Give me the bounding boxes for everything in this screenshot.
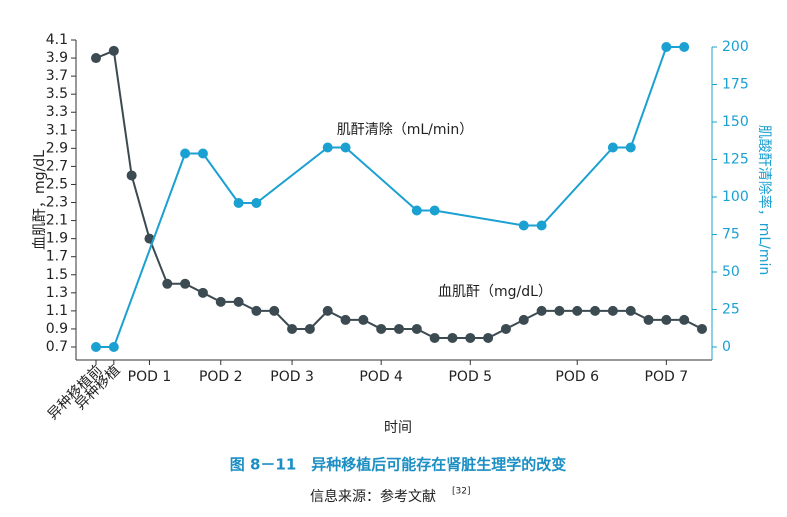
series-line (96, 46, 685, 348)
data-point (554, 305, 565, 316)
source: 信息来源：参考文献 (310, 488, 436, 505)
data-point (126, 170, 137, 181)
data-point (500, 323, 511, 334)
y-tick-label: 0.9 (46, 321, 68, 337)
source-ref: [32] (452, 487, 470, 497)
data-point (197, 148, 208, 159)
data-point (162, 278, 173, 289)
data-point (269, 305, 280, 316)
data-point (536, 305, 547, 316)
y-tick-label: 2.5 (46, 176, 68, 192)
data-point (429, 332, 440, 343)
y-tick-label: 3.9 (46, 50, 68, 66)
y2-tick-label: 50 (722, 264, 740, 280)
y-tick-label: 3.1 (46, 122, 68, 138)
y-tick-label: 0.7 (46, 339, 68, 355)
data-point (251, 305, 262, 316)
data-point (536, 220, 547, 231)
data-point (251, 198, 262, 208)
data-point (215, 296, 226, 307)
data-point (607, 142, 618, 153)
x-tick-label: POD 4 (359, 369, 403, 385)
data-point (465, 332, 476, 343)
x-tick-label: POD 3 (270, 369, 314, 385)
x-tick-label: POD 2 (199, 369, 243, 385)
data-point (108, 342, 119, 352)
data-point (233, 296, 244, 307)
data-point (197, 287, 208, 298)
data-point (322, 142, 333, 153)
data-point (233, 198, 244, 208)
data-point (625, 305, 636, 316)
data-point (411, 205, 422, 216)
x-tick-label: POD 5 (448, 369, 492, 385)
y2-tick-label: 125 (722, 152, 749, 168)
y2-tick-label: 175 (722, 77, 749, 93)
data-point (340, 142, 351, 153)
data-point (91, 342, 101, 352)
data-point (376, 323, 387, 334)
y2-tick-label: 25 (722, 302, 740, 318)
y-tick-label: 1.3 (46, 285, 68, 301)
y-tick-label: 3.7 (46, 68, 68, 84)
data-point (287, 323, 298, 334)
y-tick-label: 1.1 (46, 303, 68, 319)
y-tick-label: 2.7 (46, 158, 68, 174)
series-label: 血肌酐（mg/dL） (438, 284, 552, 300)
data-point (661, 314, 672, 325)
y-tick-label: 2.1 (46, 213, 68, 229)
data-point (518, 314, 529, 325)
data-point (304, 323, 315, 334)
x-tick-label: POD 1 (128, 369, 172, 385)
data-point (91, 53, 101, 64)
y-tick-label: 2.9 (46, 140, 68, 156)
y-tick-label: 1.5 (46, 267, 68, 283)
data-point (394, 323, 404, 334)
y2-tick-label: 0 (722, 339, 731, 355)
data-point (180, 278, 191, 289)
y-tick-label: 3.3 (46, 104, 68, 120)
data-point (411, 323, 422, 334)
data-point (697, 323, 707, 334)
x-axis-label: 时间 (384, 420, 412, 436)
data-point (322, 305, 333, 316)
x-tick-label: POD 6 (555, 369, 599, 385)
x-tick-label: POD 7 (645, 369, 689, 385)
data-point (180, 148, 191, 159)
y2-tick-label: 200 (722, 39, 749, 55)
data-point (679, 42, 690, 52)
data-point (643, 314, 654, 325)
data-point (429, 205, 440, 216)
data-point (590, 305, 601, 316)
data-point (483, 332, 494, 343)
data-point (518, 220, 529, 231)
data-point (625, 142, 636, 153)
y-axis-label: 血肌酐，mg/dL (32, 150, 48, 250)
data-point (572, 305, 583, 316)
y-tick-label: 1.7 (46, 249, 68, 265)
y2-tick-label: 100 (722, 189, 749, 205)
data-point (447, 332, 458, 343)
caption: 图 8－11 异种移植后可能存在肾脏生理学的改变 (230, 456, 567, 474)
y-tick-label: 1.9 (46, 231, 68, 247)
data-point (358, 314, 369, 325)
data-point (661, 42, 672, 52)
data-point (340, 314, 351, 325)
y-tick-label: 3.5 (46, 86, 68, 102)
data-point (108, 45, 119, 56)
data-point (607, 305, 618, 316)
data-point (679, 314, 690, 325)
y-tick-label: 4.1 (46, 32, 68, 48)
series-label: 肌酐清除（mL/min） (337, 122, 474, 138)
y2-axis-label: 肌酸酐清除率，mL/min (756, 125, 773, 276)
y-tick-label: 2.3 (46, 195, 68, 211)
y2-tick-label: 150 (722, 114, 749, 130)
y2-tick-label: 75 (722, 227, 740, 243)
